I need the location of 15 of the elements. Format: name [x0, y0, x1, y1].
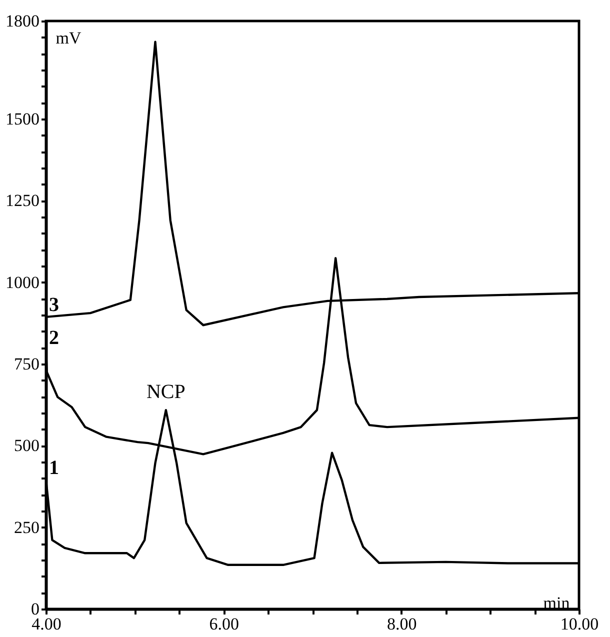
y-tick-label: 1000: [6, 272, 40, 292]
series-label: 1: [49, 456, 59, 479]
y-tick-label: 1800: [6, 12, 40, 30]
y-tick-label: 750: [14, 354, 40, 374]
y-axis-title: mV: [56, 28, 82, 48]
x-tick-label: 6.00: [209, 614, 240, 634]
annotation: NCP: [146, 381, 186, 404]
series-label: 2: [49, 326, 59, 349]
y-tick-label: 500: [14, 436, 40, 456]
y-tick-label: 1250: [6, 191, 40, 210]
x-tick-label: 8.00: [386, 614, 417, 634]
y-tick-label: 1500: [6, 110, 40, 128]
series-label: 3: [49, 294, 59, 316]
y-tick-label: 250: [14, 518, 40, 537]
x-tick-label: 10.00: [560, 614, 599, 634]
